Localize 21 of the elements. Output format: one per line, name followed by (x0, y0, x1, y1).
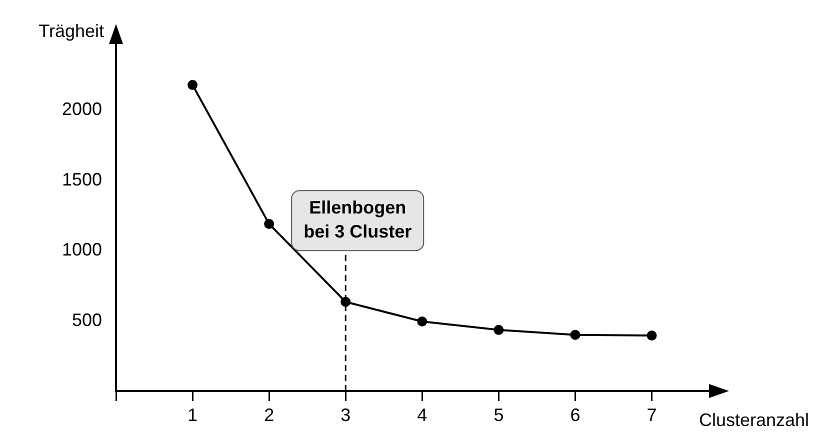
y-tick-label: 1000 (62, 240, 102, 260)
x-tick-label: 3 (340, 404, 351, 425)
point (646, 330, 657, 341)
point (570, 330, 580, 340)
x-tick-label: 2 (264, 404, 274, 425)
point (494, 324, 504, 335)
x-tick-label: 5 (494, 404, 504, 425)
point (340, 296, 351, 307)
y-tick-label: 1500 (62, 169, 102, 190)
ref-line-label: Ellenbogen bei 3 Cluster (304, 198, 412, 242)
x-tick-label: 6 (570, 404, 580, 425)
y-tick-label: 2000 (62, 99, 102, 120)
y-tick-label: 500 (72, 310, 102, 330)
x-axis-title: Clusteranzahl (699, 410, 810, 430)
x-tick-label: 7 (646, 404, 657, 425)
x-tick-label: 4 (417, 404, 428, 425)
x-tick-label: 1 (188, 404, 198, 425)
y-axis-title: Trägheit (38, 20, 104, 41)
point (188, 80, 198, 90)
point (417, 316, 428, 326)
point (264, 218, 274, 229)
